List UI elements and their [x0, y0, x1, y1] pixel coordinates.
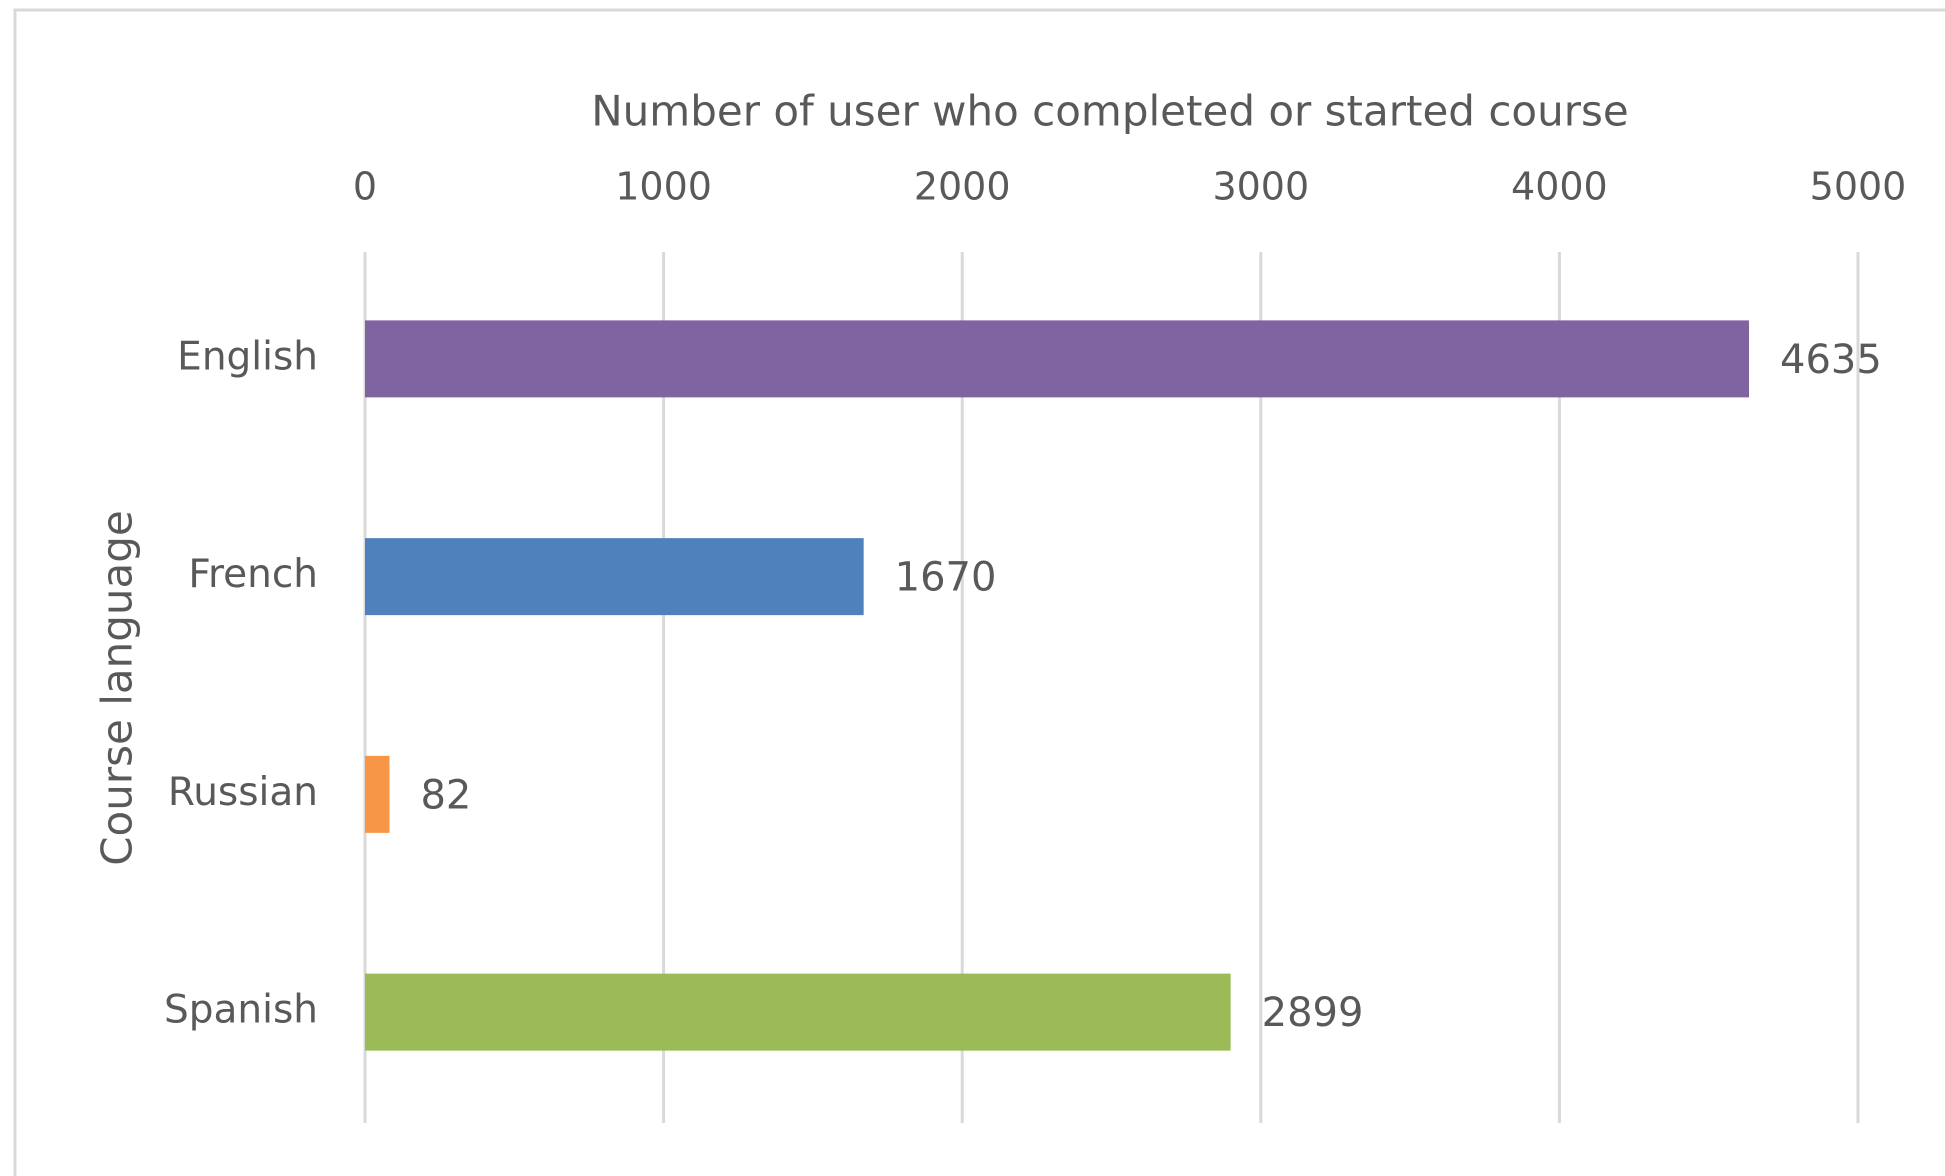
- data-label: 4635: [1780, 337, 1882, 383]
- y-tick-label: English: [177, 334, 318, 379]
- x-tick-label: 3000: [1212, 165, 1309, 209]
- x-tick-label: 1000: [615, 165, 712, 209]
- x-tick-label: 2000: [914, 165, 1011, 209]
- bar: [365, 755, 390, 833]
- x-tick-label: 5000: [1810, 165, 1907, 209]
- x-axis-title: Number of user who completed or started …: [591, 87, 1628, 136]
- chart-frame: [13, 8, 1945, 1176]
- y-axis-title: Course language: [93, 510, 142, 866]
- bar: [365, 973, 1231, 1051]
- bar: [365, 538, 864, 616]
- data-label: 82: [420, 772, 471, 818]
- bar: [365, 320, 1750, 398]
- x-tick-label: 4000: [1511, 165, 1608, 209]
- data-label: 1670: [895, 555, 997, 601]
- data-label: 2899: [1262, 990, 1364, 1036]
- y-tick-label: Russian: [168, 770, 318, 815]
- x-tick-label: 0: [353, 165, 377, 209]
- y-tick-label: French: [188, 552, 318, 597]
- y-tick-label: Spanish: [164, 988, 318, 1033]
